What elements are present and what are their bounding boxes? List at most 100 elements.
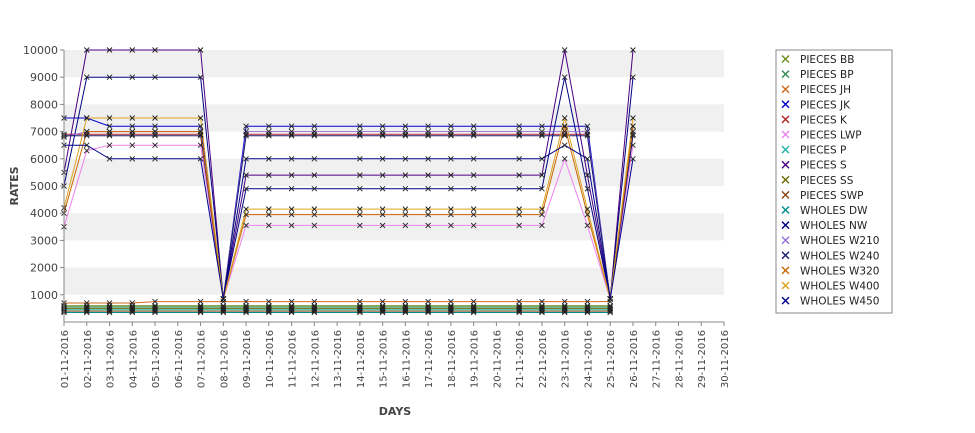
point-mark — [288, 222, 295, 229]
point-mark — [266, 308, 272, 314]
point-mark — [402, 123, 409, 129]
point-mark — [129, 74, 136, 81]
data-point — [561, 128, 568, 135]
data-point — [425, 132, 431, 139]
data-point — [561, 298, 568, 305]
point-mark — [470, 308, 477, 314]
point-mark — [402, 185, 409, 192]
data-point — [106, 128, 113, 135]
data-point — [584, 298, 591, 305]
x-tick-label: 04-11-2016 — [128, 330, 139, 388]
point-mark — [539, 132, 545, 139]
data-point — [357, 222, 363, 229]
data-point — [266, 222, 272, 229]
data-point — [448, 185, 454, 192]
data-point — [311, 206, 318, 212]
point-mark — [129, 128, 136, 135]
point-mark — [197, 74, 204, 81]
data-point — [448, 309, 454, 316]
point-mark — [129, 47, 136, 53]
point-mark — [425, 308, 431, 314]
data-point — [220, 309, 227, 316]
legend-label: WHOLES W240 — [800, 250, 879, 262]
x-tick-label: 21-11-2016 — [515, 330, 526, 388]
point-mark — [83, 142, 90, 149]
data-point — [357, 155, 363, 162]
point-mark — [561, 74, 568, 81]
point-mark — [516, 298, 522, 305]
data-point — [266, 172, 272, 178]
point-mark — [129, 115, 136, 121]
point-mark — [539, 155, 545, 162]
series-markers — [61, 47, 636, 316]
data-point — [470, 206, 477, 212]
data-point — [516, 155, 522, 162]
point-mark — [379, 123, 386, 129]
point-mark — [402, 211, 409, 218]
data-point — [311, 222, 318, 229]
point-mark — [584, 123, 591, 129]
data-point — [106, 309, 113, 316]
legend-label: PIECES SWP — [800, 190, 863, 202]
legend-marker — [781, 175, 790, 184]
point-mark — [630, 74, 636, 81]
data-point — [288, 298, 295, 305]
x-tick-label: 01-11-2016 — [60, 330, 71, 388]
data-point — [83, 300, 90, 306]
data-point — [561, 123, 568, 129]
point-mark — [584, 172, 591, 178]
legend-marker — [781, 236, 790, 245]
data-point — [630, 115, 636, 121]
point-mark — [83, 132, 90, 139]
point-mark — [197, 298, 204, 305]
data-point — [197, 155, 204, 162]
x-tick-label: 15-11-2016 — [379, 330, 390, 388]
point-mark — [402, 308, 409, 314]
point-mark — [379, 172, 386, 178]
point-mark — [516, 128, 522, 135]
legend-item: WHOLES W400 — [781, 281, 879, 293]
point-mark — [129, 123, 136, 129]
legend-label: PIECES SS — [800, 175, 854, 187]
data-point — [106, 142, 113, 149]
point-mark — [357, 123, 363, 129]
data-point — [379, 298, 386, 305]
legend-item: WHOLES W210 — [781, 235, 879, 247]
point-mark — [561, 115, 568, 121]
data-point — [402, 206, 409, 212]
point-mark — [106, 115, 113, 121]
x-tick-label: 14-11-2016 — [356, 330, 367, 388]
point-mark — [584, 132, 591, 139]
point-mark — [584, 155, 591, 162]
point-mark — [129, 132, 136, 139]
data-point — [288, 132, 295, 139]
grid-band — [64, 267, 724, 295]
data-point — [129, 155, 136, 162]
point-mark — [607, 296, 614, 302]
point-mark — [288, 185, 295, 192]
data-point — [379, 132, 386, 139]
legend-label: WHOLES W400 — [800, 281, 879, 293]
data-point — [584, 132, 591, 139]
point-mark — [83, 147, 90, 154]
data-point — [448, 206, 454, 212]
point-mark — [266, 185, 272, 192]
y-tick-label: 9000 — [30, 71, 58, 84]
data-point — [448, 128, 454, 135]
point-mark — [561, 309, 568, 316]
data-point — [584, 222, 591, 229]
point-mark — [561, 308, 568, 314]
point-mark — [379, 132, 386, 139]
point-mark — [516, 206, 522, 212]
data-point — [379, 155, 386, 162]
point-mark — [266, 132, 272, 139]
point-mark — [243, 298, 249, 305]
point-mark — [425, 211, 431, 218]
point-mark — [83, 115, 90, 121]
point-mark — [539, 298, 545, 305]
point-mark — [129, 309, 136, 316]
point-mark — [379, 206, 386, 212]
point-mark — [516, 308, 522, 314]
point-mark — [266, 222, 272, 229]
